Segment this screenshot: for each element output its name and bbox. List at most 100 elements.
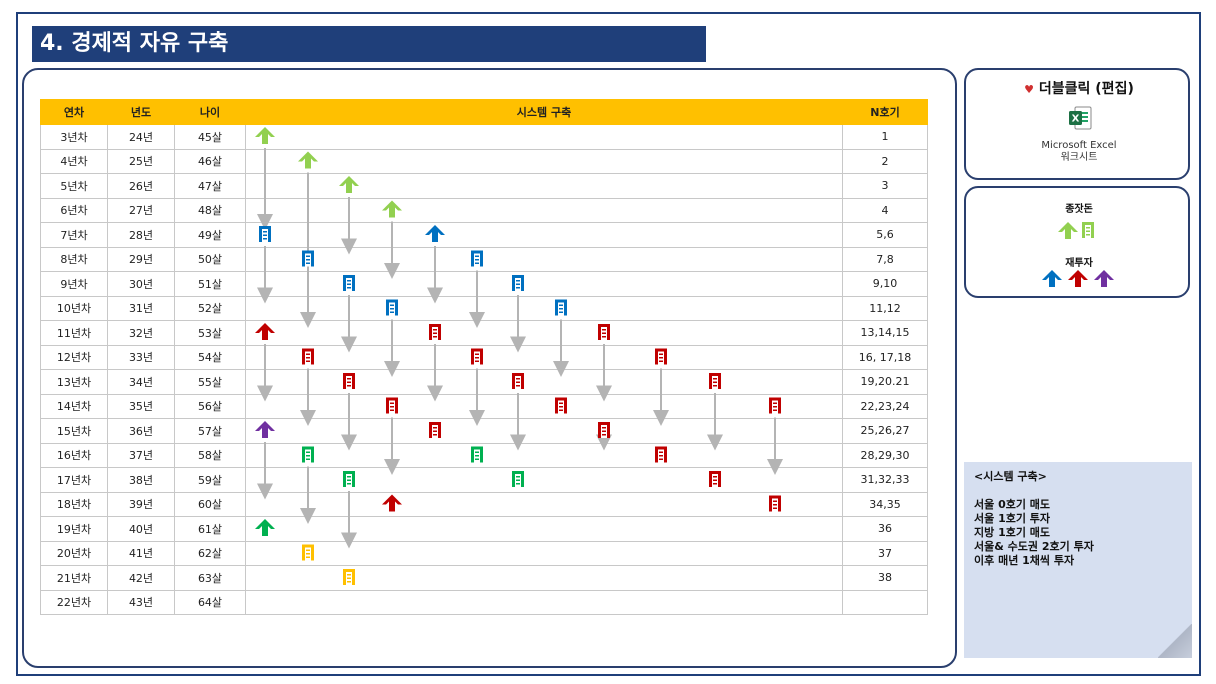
- building-icon: [302, 348, 314, 365]
- cell-system: [245, 295, 843, 321]
- building-icon: [1082, 222, 1094, 238]
- table-row: 3년차 24년 45살 1: [40, 124, 928, 150]
- cell-year-count: 12년차: [40, 344, 108, 370]
- cell-year-count: 20년차: [40, 540, 108, 566]
- cell-unit-number: 36: [842, 516, 928, 542]
- building-icon: [471, 446, 483, 463]
- cell-year-count: 8년차: [40, 246, 108, 272]
- cell-year: 29년: [107, 246, 175, 272]
- building-icon: [512, 373, 524, 389]
- table-row: 20년차 41년 62살 37: [40, 540, 928, 566]
- house-icon: [255, 127, 275, 144]
- page-title: 4. 경제적 자유 구축: [32, 26, 706, 62]
- house-icon: [382, 494, 402, 512]
- cell-age: 61살: [174, 516, 246, 542]
- cell-unit-number: 19,20.21: [842, 369, 928, 395]
- cell-year: 32년: [107, 320, 175, 346]
- house-icon: [255, 421, 275, 438]
- table-row: 6년차 27년 48살 4: [40, 197, 928, 223]
- cell-unit-number: 2: [842, 148, 928, 174]
- cell-age: 63살: [174, 565, 246, 591]
- table-row: 12년차 33년 54살 16, 17,18: [40, 344, 928, 370]
- building-icon: [302, 250, 314, 267]
- table-row: 18년차 39년 60살 34,35: [40, 491, 928, 517]
- cell-year-count: 16년차: [40, 442, 108, 468]
- cell-unit-number: 28,29,30: [842, 442, 928, 468]
- header-year-count: 연차: [40, 99, 108, 125]
- cell-year: 24년: [107, 124, 175, 150]
- cell-age: 45살: [174, 124, 246, 150]
- cell-year-count: 15년차: [40, 418, 108, 444]
- building-icon: [555, 397, 567, 414]
- building-icon: [302, 446, 314, 463]
- double-click-label: ♥ 더블클릭 (편집): [1024, 81, 1134, 97]
- cell-unit-number: 1: [842, 124, 928, 150]
- legend-box: 종잣돈 재투자: [964, 186, 1190, 298]
- building-icon: [471, 348, 483, 365]
- house-icon: [298, 151, 318, 169]
- house-icon: [255, 323, 275, 340]
- building-icon: [709, 471, 721, 487]
- excel-caption-2: 워크시트: [1060, 152, 1098, 163]
- system-table: 연차 년도 나이 시스템 구축 N호기 3년차 24년 45살 1 4년차 25년 46살 2…: [40, 99, 928, 615]
- cell-unit-number: 13,14,15: [842, 320, 928, 346]
- cell-year: 28년: [107, 222, 175, 248]
- note-box: <시스템 구축> 서울 0호기 매도 서울 1호기 투자 지방 1호기 매도 서…: [964, 462, 1192, 658]
- cell-unit-number: 9,10: [842, 271, 928, 297]
- cell-unit-number: 7,8: [842, 246, 928, 272]
- building-icon: [343, 275, 355, 291]
- cell-unit-number: 25,26,27: [842, 418, 928, 444]
- building-icon: [769, 495, 781, 512]
- cell-year: 36년: [107, 418, 175, 444]
- cell-unit-number: 5,6: [842, 222, 928, 248]
- table-row: 11년차 32년 53살 13,14,15: [40, 320, 928, 346]
- cell-year-count: 10년차: [40, 295, 108, 321]
- excel-icon[interactable]: X: [1068, 106, 1092, 130]
- cell-age: 53살: [174, 320, 246, 346]
- house-icon: [255, 519, 275, 536]
- cell-year: 35년: [107, 393, 175, 419]
- cell-year-count: 14년차: [40, 393, 108, 419]
- building-icon: [429, 422, 441, 438]
- excel-caption-1: Microsoft Excel: [1041, 140, 1117, 151]
- cell-year: 26년: [107, 173, 175, 199]
- header-year: 년도: [107, 99, 175, 125]
- cell-year: 31년: [107, 295, 175, 321]
- cell-system: [245, 393, 843, 419]
- cell-age: 56살: [174, 393, 246, 419]
- building-icon: [709, 373, 721, 389]
- cell-unit-number: 22,23,24: [842, 393, 928, 419]
- cell-age: 64살: [174, 589, 246, 615]
- excel-embed-box[interactable]: ♥ 더블클릭 (편집) X Microsoft Excel 워크시트: [964, 68, 1190, 180]
- building-icon: [512, 471, 524, 487]
- main-panel: [22, 68, 957, 668]
- cell-age: 47살: [174, 173, 246, 199]
- cell-unit-number: 4: [842, 197, 928, 223]
- table-row: 14년차 35년 56살 22,23,24: [40, 393, 928, 419]
- legend-reinvest-label: 재투자: [1065, 258, 1093, 269]
- house-icon: [425, 225, 445, 242]
- cell-age: 58살: [174, 442, 246, 468]
- table-header-row: 연차 년도 나이 시스템 구축 N호기: [40, 99, 928, 125]
- legend-seed-icons: [1058, 222, 1094, 239]
- cell-year-count: 11년차: [40, 320, 108, 346]
- building-icon: [598, 422, 610, 438]
- header-age: 나이: [174, 99, 246, 125]
- house-icon: [1068, 270, 1088, 287]
- cell-year: 39년: [107, 491, 175, 517]
- cell-age: 60살: [174, 491, 246, 517]
- cell-system: [245, 173, 843, 199]
- building-icon: [598, 324, 610, 340]
- cell-unit-number: 31,32,33: [842, 467, 928, 493]
- cell-age: 48살: [174, 197, 246, 223]
- cell-year: 27년: [107, 197, 175, 223]
- cell-year: 37년: [107, 442, 175, 468]
- cell-system: [245, 197, 843, 223]
- cell-year-count: 17년차: [40, 467, 108, 493]
- cell-unit-number: [842, 589, 928, 615]
- building-icon: [386, 397, 398, 414]
- cell-unit-number: 34,35: [842, 491, 928, 517]
- building-icon: [259, 226, 271, 242]
- house-icon: [1042, 270, 1062, 287]
- building-icon: [429, 324, 441, 340]
